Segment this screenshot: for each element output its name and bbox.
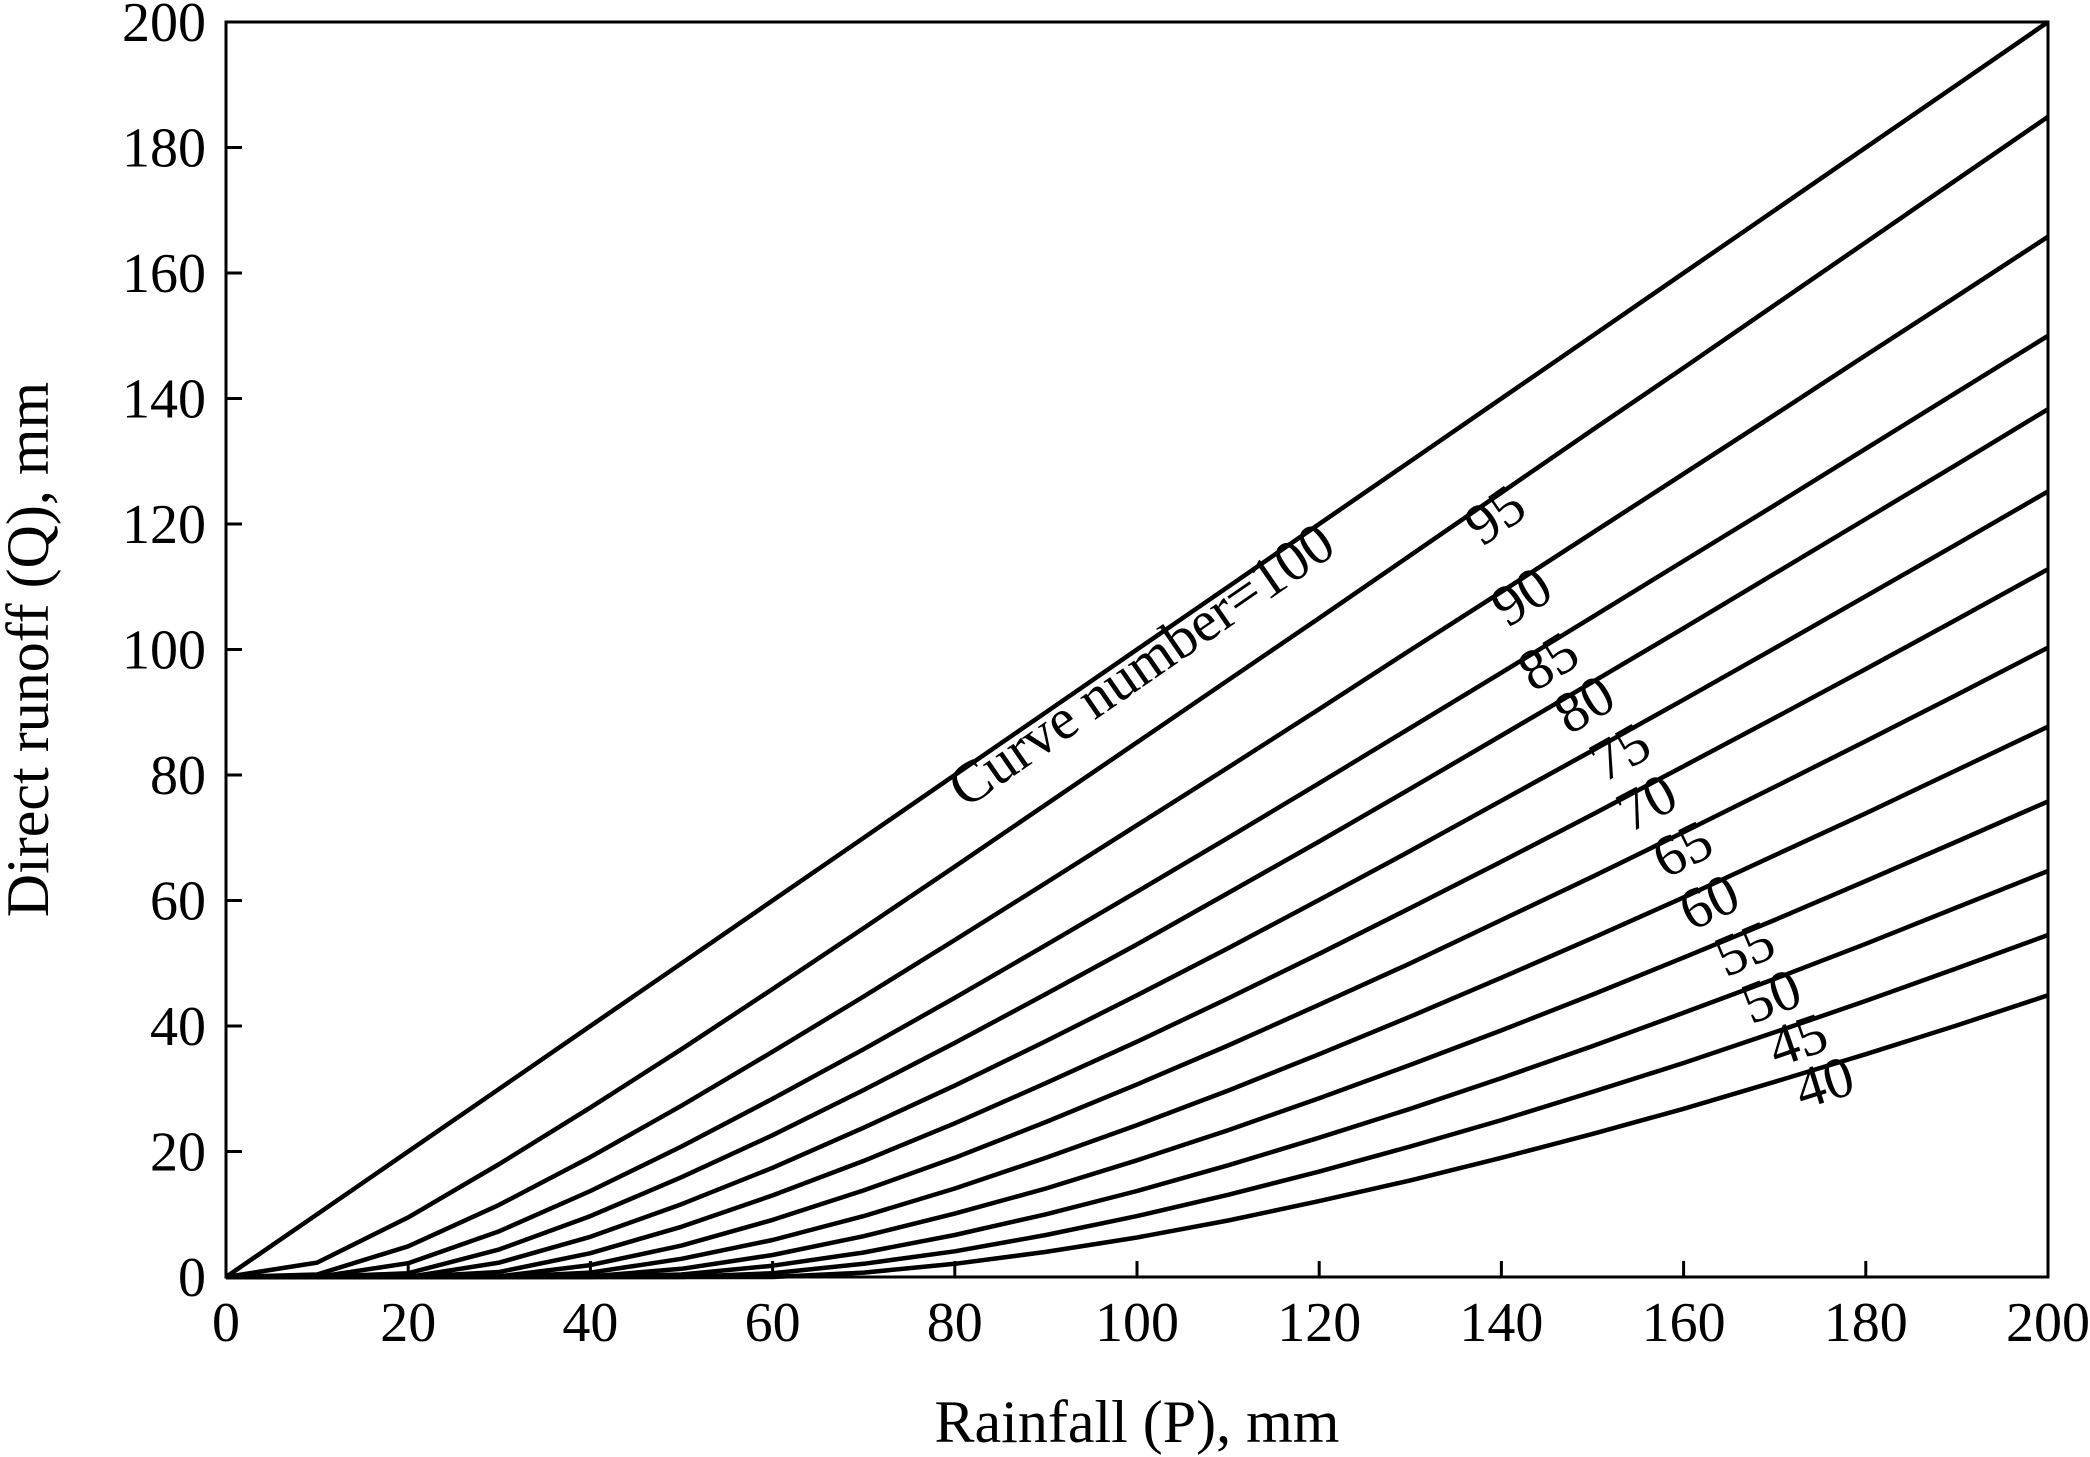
y-axis: 0 20 40 60 80 100 120 140 160 180 200 [122,0,242,1309]
y-tick-label: 80 [150,745,206,807]
series-line-cn-100 [224,20,2050,1279]
series-line-cn-85 [226,333,2050,1280]
x-tick-label: 40 [562,1292,618,1354]
y-tick-label: 60 [150,871,206,933]
x-tick-label: 140 [1459,1292,1543,1354]
series-line-cn-90 [225,234,2050,1280]
x-tick-label: 20 [380,1292,436,1354]
x-tick-label: 0 [212,1292,240,1354]
series-line-cn-75 [226,489,2050,1280]
series-line-cn-70 [226,567,2050,1280]
y-tick-label: 40 [150,996,206,1058]
x-tick-label: 120 [1277,1292,1361,1354]
y-tick-label: 100 [122,620,206,682]
series-line-cn-80 [226,407,2050,1280]
x-tick-label: 200 [2006,1292,2090,1354]
y-tick-label: 0 [178,1247,206,1309]
x-axis-title: Rainfall (P), mm [935,1389,1340,1455]
x-tick-label: 180 [1824,1292,1908,1354]
y-tick-label: 20 [150,1122,206,1184]
y-tick-label: 160 [122,243,206,305]
x-tick-label: 60 [745,1292,801,1354]
series-line-cn-95 [225,114,2050,1280]
x-tick-label: 100 [1095,1292,1179,1354]
x-axis: 0 20 40 60 80 100 120 140 160 180 200 [212,1261,2090,1354]
y-tick-label: 200 [122,0,206,54]
series-line-cn-65 [226,645,2050,1280]
x-tick-label: 80 [927,1292,983,1354]
x-tick-label: 160 [1642,1292,1726,1354]
curve-label-100: Curve number=100 [936,509,1346,820]
curve-label-95: 95 [1453,472,1538,558]
y-tick-label: 140 [122,369,206,431]
y-tick-label: 120 [122,494,206,556]
y-tick-label: 180 [122,118,206,180]
y-axis-title: Direct runoff (Q), mm [0,382,61,917]
